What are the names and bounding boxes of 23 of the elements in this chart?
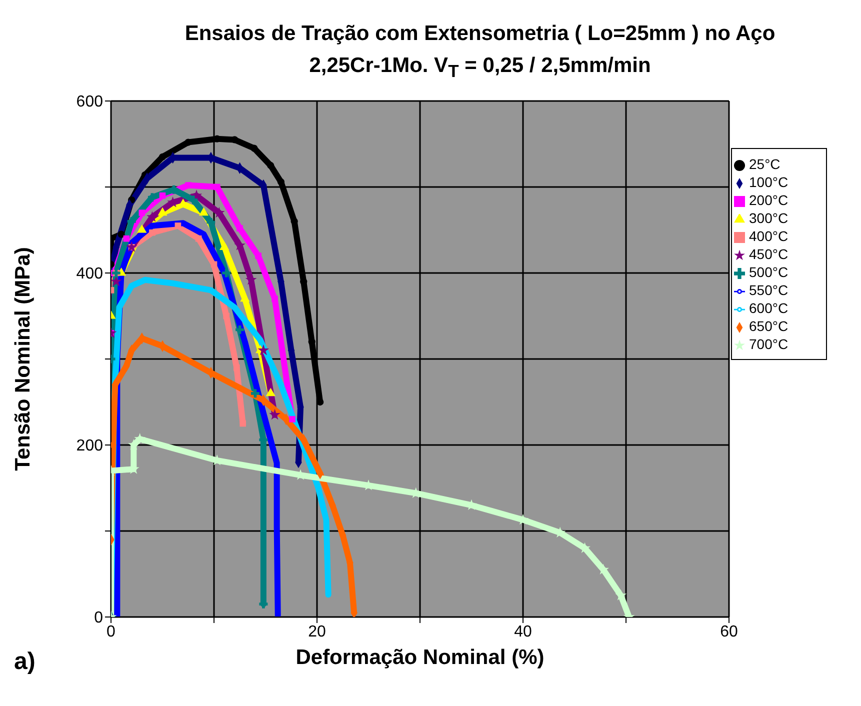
y-tick-label: 200 — [76, 438, 104, 455]
chart-title: Ensaios de Tração com Extensometria ( Lo=25mm ) no Aço 2,25Cr-1Mo. V$_{T}$ = 0,25 / 2,5mm/min — [184, 21, 776, 84]
legend-label: 200°C — [749, 192, 788, 208]
y-tick-label: 0 — [94, 610, 104, 627]
x-tick-label: 40 — [514, 623, 532, 640]
y-axis-title: Tensão Nominal (MPa) — [11, 247, 34, 471]
legend-label: 25°C — [749, 156, 780, 172]
legend-label: 650°C — [749, 318, 788, 334]
y-tick-label: 400 — [76, 266, 104, 283]
x-tick-label: 60 — [720, 623, 738, 640]
legend-label: 400°C — [749, 228, 788, 244]
x-tick-label: 0 — [106, 623, 116, 640]
legend-label: 700°C — [749, 336, 788, 352]
x-axis-title: Deformação Nominal (%) — [296, 646, 544, 669]
legend-label: 100°C — [749, 174, 788, 190]
text: a) — [14, 648, 36, 676]
legend-label: 500°C — [749, 264, 788, 280]
x-tick-label: 20 — [308, 623, 326, 640]
legend-label: 300°C — [749, 210, 788, 226]
y-tick-label: 600 — [76, 94, 104, 111]
legend-label: 600°C — [749, 300, 788, 316]
legend-label: 450°C — [749, 246, 788, 262]
legend-label: 550°C — [749, 282, 788, 298]
